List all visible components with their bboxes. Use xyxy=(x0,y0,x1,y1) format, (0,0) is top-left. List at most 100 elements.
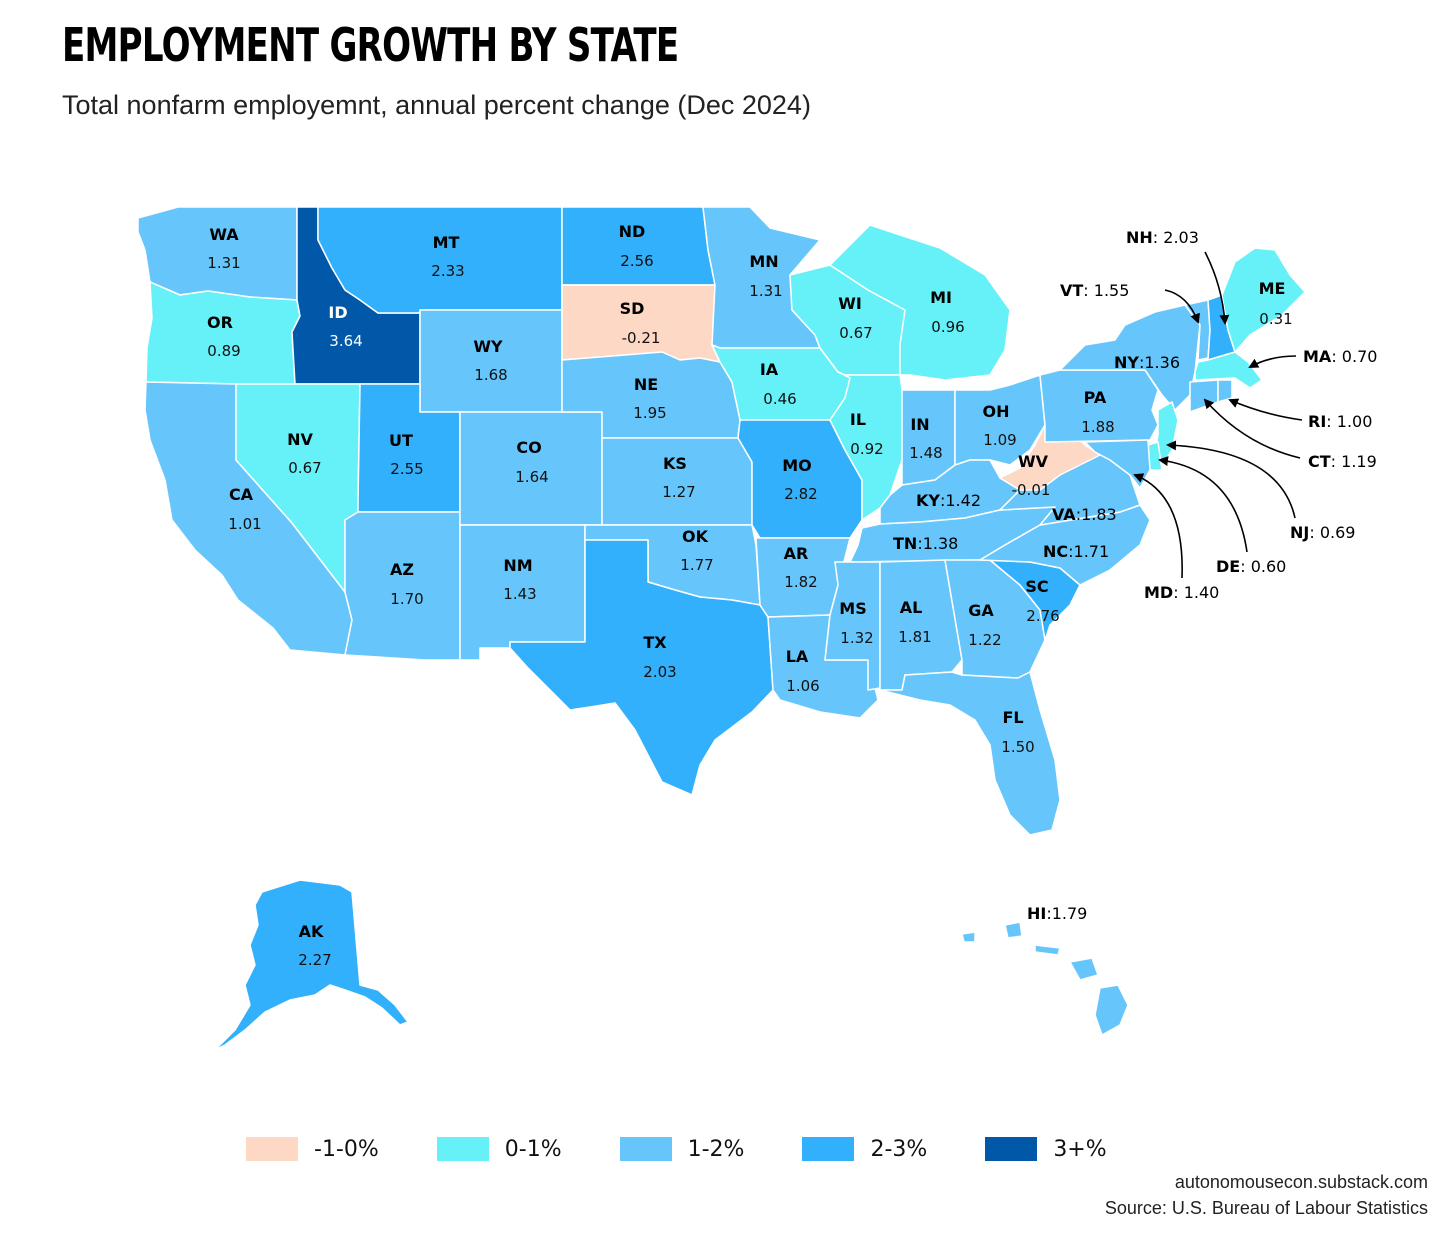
value-OR: 0.89 xyxy=(207,342,240,360)
legend-label: -1-0% xyxy=(314,1136,379,1162)
callout-NH: NH: 2.03 xyxy=(1126,228,1199,247)
label-SD: SD xyxy=(620,299,645,318)
state-shapes xyxy=(137,206,1306,1051)
callout-arrow-DE xyxy=(1158,456,1248,553)
state-HI xyxy=(1094,984,1129,1036)
value-AZ: 1.70 xyxy=(390,590,423,608)
state-MT xyxy=(317,206,563,314)
state-CT xyxy=(1189,379,1219,413)
value-MS: 1.32 xyxy=(840,629,873,647)
label-NY: NY:1.36 xyxy=(1114,353,1180,372)
legend-label: 1-2% xyxy=(687,1136,745,1162)
legend-item-neg: -1-0% xyxy=(246,1137,379,1162)
callout-arrow-RI xyxy=(1228,398,1303,421)
label-LA: LA xyxy=(786,647,809,666)
value-FL: 1.50 xyxy=(1001,738,1034,756)
legend-label: 3+% xyxy=(1053,1136,1107,1162)
callout-NJ: NJ: 0.69 xyxy=(1290,523,1355,542)
callout-arrow-NJ xyxy=(1166,440,1296,519)
value-KS: 1.27 xyxy=(662,483,695,501)
callout-arrow-VT xyxy=(1164,289,1200,324)
northeast-callouts: NH: 2.03 VT: 1.55 MA: 0.70 RI: 1.00 CT: … xyxy=(1060,228,1377,602)
label-CO: CO xyxy=(516,438,541,457)
value-NE: 1.95 xyxy=(633,404,666,422)
value-OH: 1.09 xyxy=(983,431,1016,449)
callout-DE: DE: 0.60 xyxy=(1216,557,1286,576)
label-AL: AL xyxy=(900,598,923,617)
value-WA: 1.31 xyxy=(207,254,240,272)
value-MI: 0.96 xyxy=(931,318,964,336)
callout-arrow-CT xyxy=(1203,398,1301,459)
value-GA: 1.22 xyxy=(968,631,1001,649)
label-MO: MO xyxy=(782,456,812,475)
state-WY xyxy=(419,309,563,413)
label-IA: IA xyxy=(760,360,779,379)
state-HI-maui xyxy=(1069,957,1099,981)
value-CO: 1.64 xyxy=(515,468,548,486)
label-KS: KS xyxy=(663,454,687,473)
legend-swatch xyxy=(802,1137,855,1161)
value-IN: 1.48 xyxy=(909,444,942,462)
callout-VT: VT: 1.55 xyxy=(1060,281,1129,300)
legend: -1-0% 0-1% 1-2% 2-3% 3+% xyxy=(246,1134,1165,1164)
label-ND: ND xyxy=(619,222,646,241)
label-GA: GA xyxy=(968,601,994,620)
state-TX xyxy=(509,539,774,796)
value-IA: 0.46 xyxy=(763,390,796,408)
map-title: EMPLOYMENT GROWTH BY STATE xyxy=(62,18,679,72)
value-NV: 0.67 xyxy=(288,459,321,477)
callout-arrow-NH xyxy=(1204,251,1230,325)
label-MT: MT xyxy=(433,233,460,252)
label-UT: UT xyxy=(389,431,413,450)
state-SD xyxy=(561,284,721,363)
label-ME: ME xyxy=(1259,279,1286,298)
label-VA: VA:1.83 xyxy=(1052,505,1117,524)
label-AK: AK xyxy=(299,922,324,941)
state-RI xyxy=(1217,379,1233,403)
state-FL xyxy=(879,671,1061,836)
value-TX: 2.03 xyxy=(643,663,676,681)
inline-state-labels: KY:1.42 TN:1.38 VA:1.83 NC:1.71 NY:1.36 … xyxy=(893,279,1293,923)
value-IL: 0.92 xyxy=(850,440,883,458)
legend-swatch xyxy=(619,1137,672,1161)
value-UT: 2.55 xyxy=(390,460,423,478)
callout-MA: MA: 0.70 xyxy=(1303,347,1377,366)
value-WI: 0.67 xyxy=(839,324,872,342)
callout-CT: CT: 1.19 xyxy=(1308,452,1377,471)
value-SC: 2.76 xyxy=(1026,607,1059,625)
state-labels: WA 1.31 OR 0.89 CA 1.01 ID 3.64 NV 0.67 … xyxy=(207,222,1115,969)
value-ID: 3.64 xyxy=(329,332,362,350)
state-HI-islands xyxy=(961,921,1129,1036)
label-OK: OK xyxy=(682,527,709,546)
label-TN: TN:1.38 xyxy=(893,534,958,553)
value-NM: 1.43 xyxy=(503,585,536,603)
value-AR: 1.82 xyxy=(784,573,817,591)
label-HI: HI:1.79 xyxy=(1027,904,1087,923)
label-ID: ID xyxy=(328,303,347,322)
state-KS xyxy=(601,437,753,526)
value-CA: 1.01 xyxy=(228,515,261,533)
value-PA: 1.88 xyxy=(1081,418,1114,436)
value-MN: 1.31 xyxy=(749,282,782,300)
label-PA: PA xyxy=(1084,388,1107,407)
callout-MD: MD: 1.40 xyxy=(1144,583,1219,602)
state-MA xyxy=(1194,351,1263,389)
label-NV: NV xyxy=(287,430,313,449)
label-OH: OH xyxy=(983,402,1010,421)
label-MI: MI xyxy=(930,288,952,307)
legend-item-2-3: 2-3% xyxy=(802,1137,927,1162)
legend-label: 2-3% xyxy=(870,1136,928,1162)
label-WY: WY xyxy=(473,337,503,356)
legend-label: 0-1% xyxy=(504,1136,562,1162)
label-NC: NC:1.71 xyxy=(1043,542,1109,561)
callout-arrow-MA xyxy=(1248,355,1297,368)
value-ND: 2.56 xyxy=(620,252,653,270)
state-MI xyxy=(829,224,1011,381)
credit-site: autonomousecon.substack.com xyxy=(1174,1172,1428,1192)
label-MN: MN xyxy=(749,252,778,271)
legend-item-1-2: 1-2% xyxy=(619,1136,745,1162)
value-MT: 2.33 xyxy=(431,262,464,280)
legend-swatch xyxy=(246,1137,298,1161)
label-WA: WA xyxy=(209,225,239,244)
